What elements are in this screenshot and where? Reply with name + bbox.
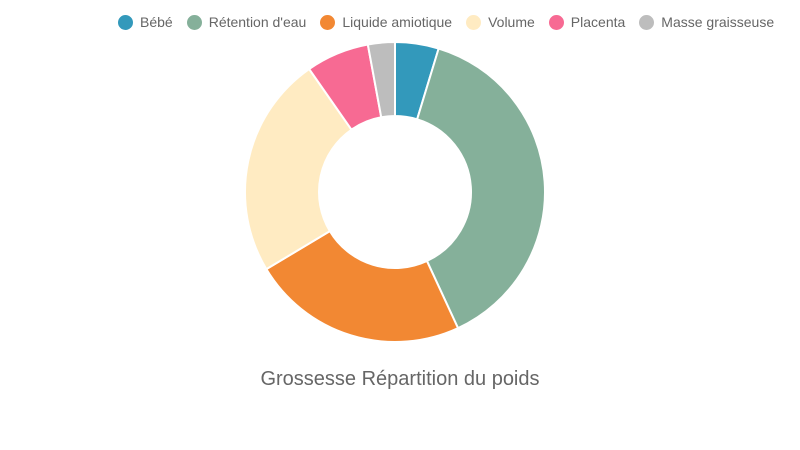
- legend-item[interactable]: Rétention d'eau: [186, 14, 307, 30]
- legend-label: Liquide amiotique: [342, 14, 453, 30]
- donut-slice[interactable]: [415, 47, 546, 330]
- chart-legend: Bébé Rétention d'eau Liquide amiotique Volu…: [118, 14, 774, 30]
- legend-swatch: [118, 14, 133, 30]
- donut-slice[interactable]: [366, 40, 396, 119]
- donut-slice[interactable]: [244, 67, 353, 271]
- legend-item[interactable]: Bébé: [118, 14, 173, 30]
- legend-label: Volume: [488, 14, 535, 30]
- legend-swatch: [186, 14, 202, 30]
- legend-label: Placenta: [570, 14, 626, 30]
- donut-slice[interactable]: [264, 229, 460, 343]
- legend-item[interactable]: Masse graisseuse: [639, 14, 774, 30]
- legend-swatch: [639, 14, 655, 30]
- legend-item[interactable]: Placenta: [548, 14, 626, 30]
- legend-swatch: [548, 14, 564, 30]
- legend-swatch: [320, 14, 336, 30]
- legend-item[interactable]: Liquide amiotique: [320, 14, 452, 30]
- legend-item[interactable]: Volume: [466, 14, 535, 30]
- legend-swatch: [466, 14, 482, 30]
- legend-label: Bébé: [140, 14, 173, 30]
- legend-label: Rétention d'eau: [208, 14, 307, 30]
- legend-label: Masse graisseuse: [661, 14, 775, 30]
- chart-title: Grossesse Répartition du poids: [260, 368, 540, 390]
